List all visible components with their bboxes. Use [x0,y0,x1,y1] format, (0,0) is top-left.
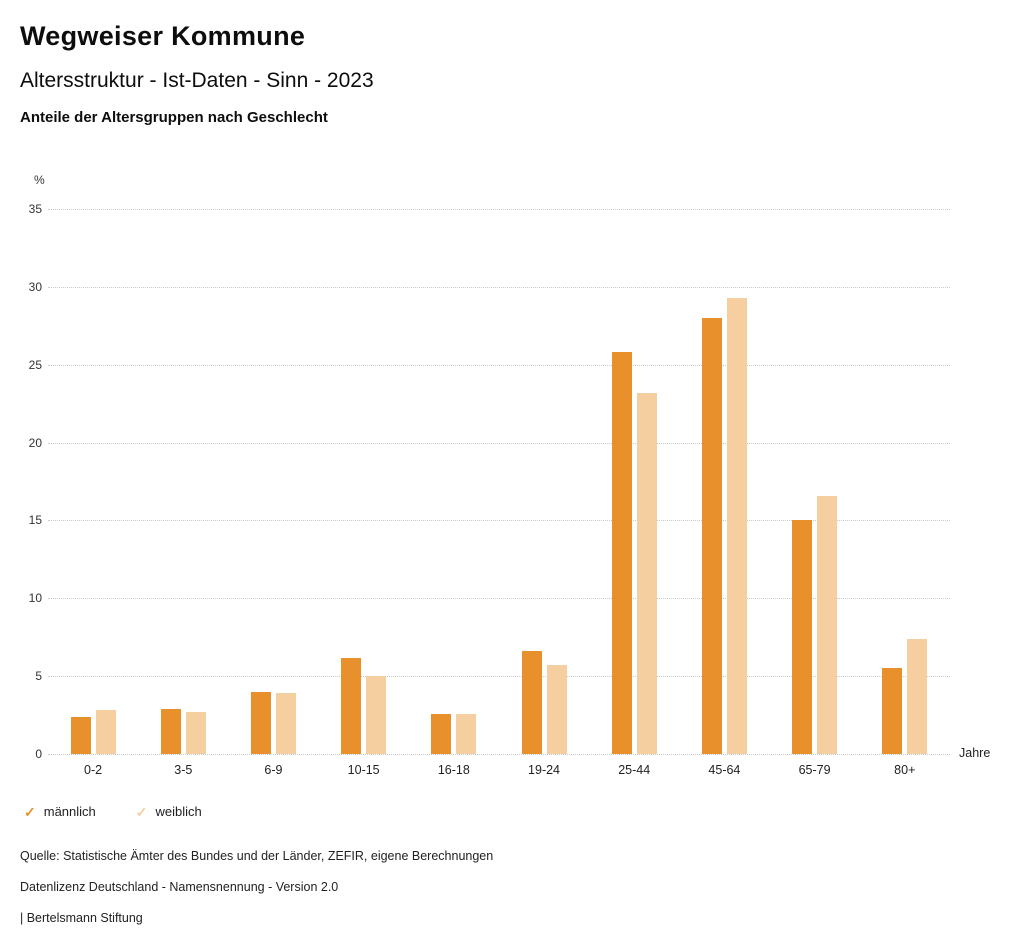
bar-weiblich-65-79[interactable] [817,495,838,754]
bar-group-45-64: 45-64 [701,209,747,777]
bar-weiblich-25-44[interactable] [636,392,657,754]
chart-heading: Anteile der Altersgruppen nach Geschlech… [20,109,328,126]
y-tick-label-30: 30 [28,279,42,294]
bar-group-65-79: 65-79 [792,209,838,777]
legend: ✓ männlich ✓ weiblich [24,804,1004,819]
bar-männlich-10-15[interactable] [341,657,362,754]
bar-männlich-45-64[interactable] [701,318,722,754]
bar-weiblich-10-15[interactable] [366,676,387,754]
bar-weiblich-80+[interactable] [907,638,928,754]
x-tick-label-80+: 80+ [894,763,916,777]
bar-group-10-15: 10-15 [341,209,387,777]
bar-groups: 0-2 3-5 6-9 10-15 16-18 19-24 25-44 45-64 65-79 8… [48,209,950,777]
y-tick-label-25: 25 [28,357,42,372]
bar-group-6-9: 6-9 [250,209,296,777]
bar-männlich-80+[interactable] [882,668,903,754]
bar-group-80+: 80+ [882,209,928,777]
bar-männlich-65-79[interactable] [792,520,813,754]
page-title: Wegweiser Kommune [20,21,306,51]
x-tick-label-3-5: 3-5 [174,763,193,777]
x-tick-label-65-79: 65-79 [798,763,831,777]
checkmark-icon: ✓ [24,803,36,820]
gridline-25 [48,364,950,366]
y-axis-unit-label: % [34,173,45,187]
bar-weiblich-6-9[interactable] [275,693,296,754]
bar-männlich-6-9[interactable] [250,691,271,754]
x-tick-label-19-24: 19-24 [528,763,561,777]
y-tick-label-5: 5 [35,669,42,684]
gridline-5 [48,676,950,678]
bar-weiblich-0-2[interactable] [95,710,116,754]
x-tick-label-25-44: 25-44 [618,763,651,777]
gridline-15 [48,520,950,522]
gridline-35 [48,209,950,210]
source-text: Quelle: Statistische Ämter des Bundes un… [20,849,494,863]
bar-männlich-19-24[interactable] [521,651,542,754]
gridline-0 [48,754,950,755]
x-tick-label-16-18: 16-18 [437,763,470,777]
bar-männlich-3-5[interactable] [160,708,181,754]
bar-group-0-2: 0-2 [70,209,116,777]
y-tick-label-15: 15 [28,513,42,528]
gridline-20 [48,442,950,444]
x-tick-label-0-2: 0-2 [84,763,103,777]
x-tick-label-10-15: 10-15 [347,763,380,777]
legend-item-männlich[interactable]: ✓ männlich [24,804,96,819]
y-tick-label-0: 0 [35,747,42,761]
y-tick-label-20: 20 [28,435,42,450]
bar-group-19-24: 19-24 [521,209,567,777]
y-tick-label-35: 35 [28,202,42,216]
bar-männlich-16-18[interactable] [431,713,452,754]
gridline-30 [48,286,950,288]
x-axis-unit-label: Jahre [959,746,991,760]
page-subtitle: Altersstruktur - Ist-Daten - Sinn - 2023 [20,69,374,92]
legend-label-weiblich: weiblich [155,804,202,819]
bar-männlich-0-2[interactable] [70,716,91,754]
license-text: Datenlizenz Deutschland - Namensnennung … [20,880,339,894]
bar-weiblich-3-5[interactable] [185,712,206,754]
legend-label-männlich: männlich [43,804,96,819]
bar-weiblich-45-64[interactable] [726,297,747,754]
bar-group-25-44: 25-44 [611,209,657,777]
bar-männlich-25-44[interactable] [611,352,632,754]
checkmark-icon: ✓ [135,803,148,820]
attribution-text: | Bertelsmann Stiftung [20,911,143,925]
footer: Quelle: Statistische Ämter des Bundes un… [20,849,1004,926]
bar-weiblich-19-24[interactable] [546,665,567,754]
x-tick-label-45-64: 45-64 [708,763,741,777]
bar-weiblich-16-18[interactable] [456,713,477,754]
legend-item-weiblich[interactable]: ✓ weiblich [136,804,202,819]
gridline-10 [48,598,950,600]
bar-group-3-5: 3-5 [160,209,206,777]
bar-group-16-18: 16-18 [431,209,477,777]
y-tick-label-10: 10 [28,591,42,606]
x-tick-label-6-9: 6-9 [264,763,283,777]
plot-area: Jahre 0 5 10 15 20 25 30 35 0-2 3-5 6-9 10-15 16-18 1… [29,203,991,777]
